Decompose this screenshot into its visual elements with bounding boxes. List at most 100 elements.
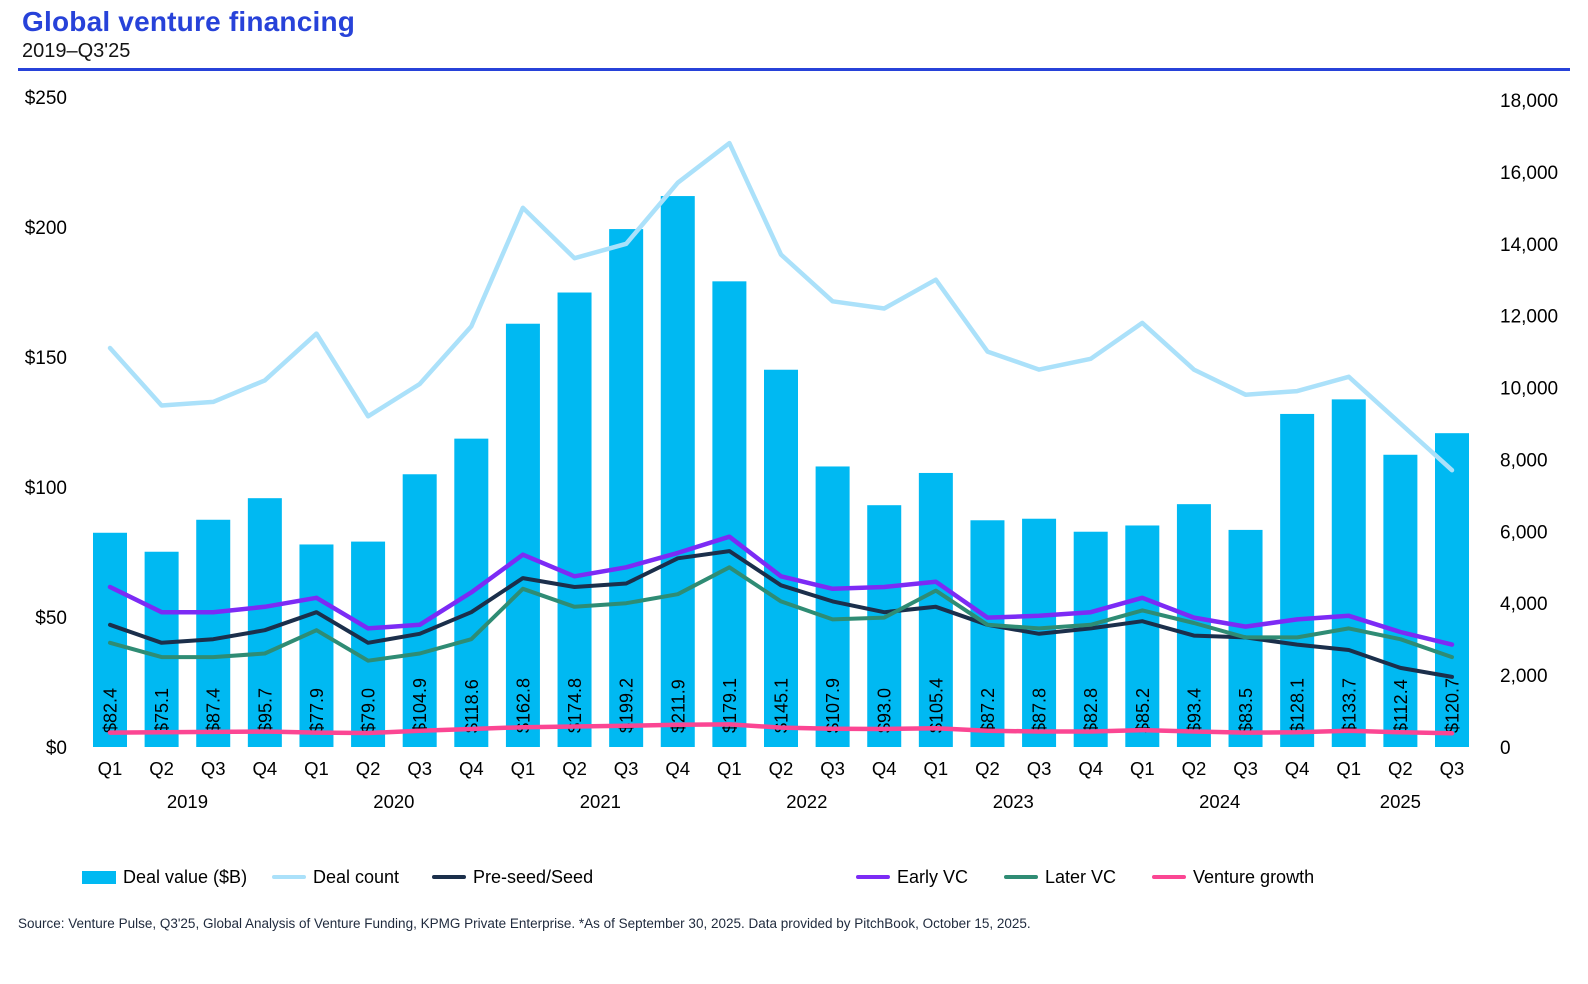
x-axis-quarter-label: Q3 <box>614 758 639 779</box>
legend-item-pre-seed-seed: Pre-seed/Seed <box>432 862 593 892</box>
bar-value-label: $77.9 <box>307 688 327 733</box>
right-axis-tick: 4,000 <box>1500 594 1548 615</box>
bar-value-label: $128.1 <box>1288 678 1308 733</box>
bar-value-label: $83.5 <box>1236 688 1256 733</box>
deal-value-bar <box>660 196 695 747</box>
legend-label: Later VC <box>1045 866 1117 887</box>
left-axis-tick: $250 <box>25 88 67 109</box>
legend-line-swatch <box>432 875 466 879</box>
deal-value-bar <box>247 498 282 747</box>
x-axis-quarter-label: Q4 <box>1285 758 1310 779</box>
bar-value-label: $107.9 <box>823 678 843 733</box>
bar-value-label: $87.2 <box>978 688 998 733</box>
bar-value-label: $118.6 <box>462 679 482 733</box>
legend-label: Pre-seed/Seed <box>473 866 594 887</box>
legend-label: Early VC <box>897 866 969 887</box>
legend-line-swatch <box>856 875 890 879</box>
right-axis-tick: 10,000 <box>1500 379 1558 400</box>
bar-value-label: $85.2 <box>1133 688 1153 733</box>
chart-canvas: $250 $200 $150 $100 $50 $0 18,000 16,000 14,000 1… <box>25 88 1558 812</box>
bar-value-label: $145.1 <box>772 678 792 733</box>
x-axis-quarter-label: Q1 <box>1336 758 1361 779</box>
left-axis-tick: $50 <box>35 608 67 629</box>
deal-value-bar <box>712 281 747 747</box>
left-axis-tick: $150 <box>25 348 67 369</box>
title-divider <box>18 68 1570 71</box>
x-axis-quarter-label: Q2 <box>769 758 794 779</box>
right-axis-tick: 12,000 <box>1500 307 1558 328</box>
bar-value-label: $133.7 <box>1339 678 1359 733</box>
legend-item-venture-growth: Venture growth <box>1152 862 1314 892</box>
x-axis-quarter-label: Q2 <box>1388 758 1413 779</box>
x-axis-year-label: 2024 <box>1199 791 1240 812</box>
right-axis-tick: 6,000 <box>1500 522 1548 543</box>
x-axis-quarter-label: Q1 <box>717 758 742 779</box>
legend-item-deal-count: Deal count <box>272 862 399 892</box>
legend-bar-swatch <box>82 870 116 884</box>
x-axis-quarter-label: Q1 <box>98 758 123 779</box>
x-axis-quarter-label: Q2 <box>149 758 174 779</box>
later-vc-line <box>108 565 1454 663</box>
legend-item-early-vc: Early VC <box>856 862 968 892</box>
source-note: Source: Venture Pulse, Q3'25, Global Ana… <box>18 916 1031 931</box>
legend-label: Deal count <box>313 866 400 887</box>
pre-seed-seed-line <box>108 549 1454 679</box>
deal-value-bar <box>609 229 644 747</box>
deal-value-bar <box>196 519 231 747</box>
x-axis-year-label: 2021 <box>580 791 621 812</box>
bar-value-label: $162.8 <box>513 678 533 733</box>
deal-value-bar <box>93 532 127 747</box>
x-axis-quarter-label: Q3 <box>1233 758 1258 779</box>
bar-value-label: $93.0 <box>875 688 895 733</box>
right-axis-tick: 8,000 <box>1500 450 1548 471</box>
x-axis-quarter-label: Q3 <box>201 758 226 779</box>
x-axis-quarter-label: Q4 <box>253 758 278 779</box>
x-axis-quarter-label: Q2 <box>562 758 587 779</box>
x-axis-quarter-label: Q1 <box>304 758 329 779</box>
legend-item-deal-value-b-: Deal value ($B) <box>82 862 247 892</box>
left-axis-tick: $100 <box>25 478 67 499</box>
x-axis-year-label: 2025 <box>1380 791 1421 812</box>
legend-line-swatch <box>1152 875 1186 879</box>
page-subtitle: 2019–Q3'25 <box>22 40 131 62</box>
bar-value-label: $95.7 <box>255 688 275 733</box>
x-axis-quarter-label: Q4 <box>665 758 690 779</box>
x-axis-quarter-label: Q1 <box>1130 758 1155 779</box>
bar-value-label: $104.9 <box>410 678 430 733</box>
x-axis-quarter-label: Q4 <box>872 758 897 779</box>
bar-value-label: $112.4 <box>1391 679 1411 733</box>
x-axis-year-label: 2022 <box>786 791 827 812</box>
bar-value-label: $75.1 <box>152 688 172 733</box>
page-title: Global venture financing <box>22 6 356 37</box>
x-axis-quarter-label: Q1 <box>924 758 949 779</box>
deal-value-bar <box>815 466 850 747</box>
venture-growth-line <box>107 722 1455 736</box>
x-axis-quarter-label: Q4 <box>459 758 484 779</box>
left-axis-tick: $0 <box>46 738 67 759</box>
x-axis-quarter-label: Q2 <box>1182 758 1207 779</box>
legend-label: Venture growth <box>1193 866 1315 887</box>
deal-value-bar <box>557 292 592 747</box>
deal-value-bar <box>144 551 179 747</box>
bar-value-label: $82.8 <box>1081 688 1101 733</box>
bar-value-label: $87.8 <box>1030 688 1050 733</box>
bar-value-label: $199.2 <box>617 678 637 733</box>
x-axis-year-label: 2020 <box>373 791 414 812</box>
bar-value-label: $93.4 <box>1184 688 1204 733</box>
x-axis-quarter-label: Q3 <box>1440 758 1465 779</box>
deal-value-bar <box>970 520 1005 747</box>
deal-value-bar <box>1435 433 1469 747</box>
bar-value-label: $87.4 <box>204 688 224 733</box>
deal-value-bar <box>867 505 902 747</box>
bar-value-label: $120.7 <box>1443 678 1463 733</box>
legend-line-swatch <box>1004 875 1038 879</box>
right-axis-tick: 14,000 <box>1500 235 1558 256</box>
left-axis-tick: $200 <box>25 218 67 239</box>
legend-line-swatch <box>272 875 306 879</box>
deal-value-bar <box>764 369 798 747</box>
bar-value-label: $82.4 <box>101 688 121 733</box>
deal-value-bar <box>1383 454 1418 747</box>
x-axis-year-label: 2023 <box>993 791 1034 812</box>
right-axis-tick: 2,000 <box>1500 666 1548 687</box>
